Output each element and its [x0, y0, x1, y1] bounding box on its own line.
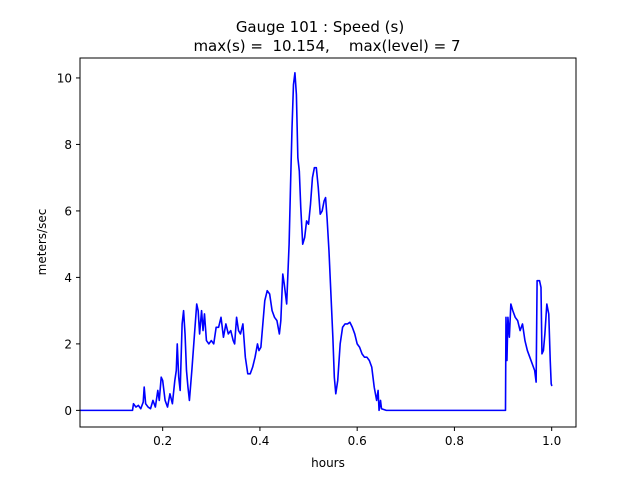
y-tick-label: 2	[64, 337, 72, 351]
chart-title: Gauge 101 : Speed (s)	[236, 18, 404, 36]
y-tick-label: 6	[64, 204, 72, 218]
speed-series-line	[79, 72, 553, 412]
x-axis: 0.2 0.4 0.6 0.8 1.0	[153, 427, 561, 448]
x-tick-label: 0.8	[445, 434, 464, 448]
x-tick-label: 0.2	[153, 434, 172, 448]
chart-subtitle: max(s) = 10.154, max(level) = 7	[193, 37, 460, 55]
plot-area	[79, 72, 553, 412]
y-tick-label: 10	[57, 71, 72, 85]
x-tick-label: 1.0	[542, 434, 561, 448]
x-axis-label: hours	[311, 456, 345, 470]
x-tick-label: 0.4	[250, 434, 269, 448]
y-tick-label: 8	[64, 138, 72, 152]
y-tick-label: 4	[64, 271, 72, 285]
x-tick-label: 0.6	[348, 434, 367, 448]
axes-frame	[79, 57, 577, 428]
y-axis: 0 2 4 6 8 10	[57, 71, 80, 418]
y-axis-label: meters/sec	[35, 209, 49, 276]
y-tick-label: 0	[64, 404, 72, 418]
